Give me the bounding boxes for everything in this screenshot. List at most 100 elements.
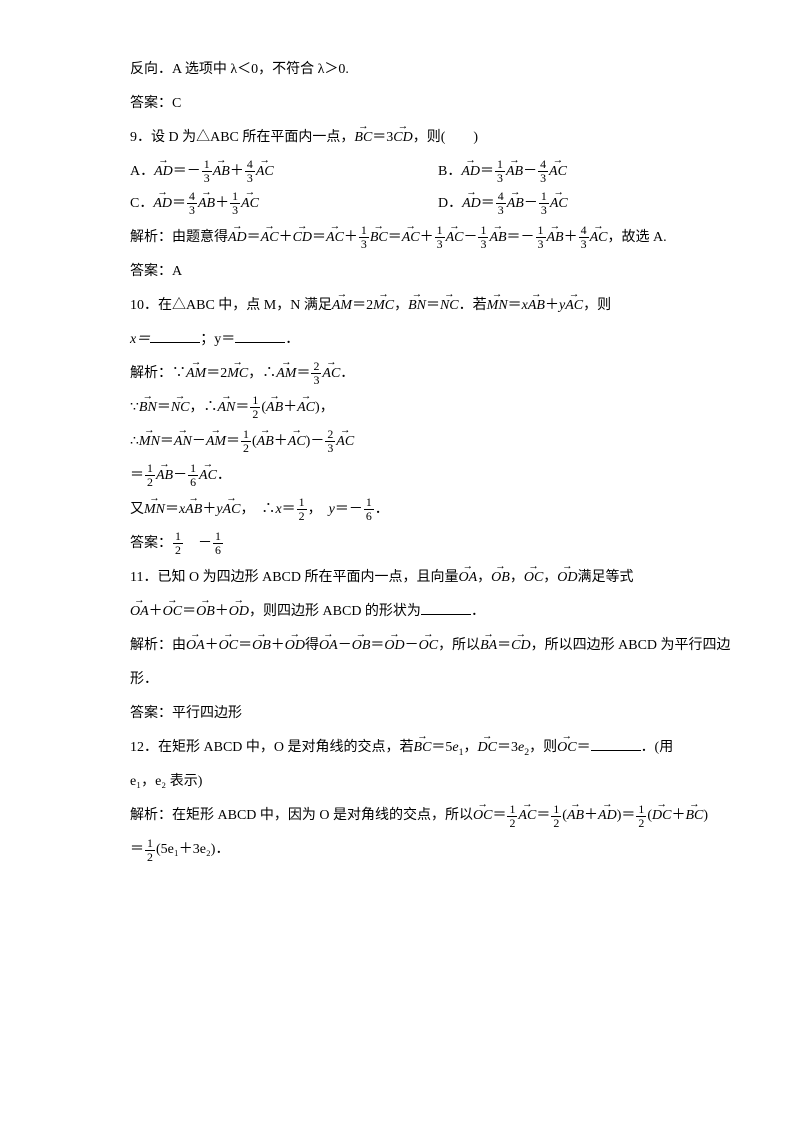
frac-16: 16	[213, 530, 223, 557]
q12-stem: 12．在矩形 ABCD 中，O 是对角线的交点，若BC＝5e1，DC＝3e2，则…	[130, 734, 690, 762]
vec-AC: AC	[336, 428, 354, 456]
vec-AC: AC	[550, 190, 568, 218]
vec-OD: OD	[384, 632, 404, 660]
vec-AN: AN	[218, 394, 236, 422]
plus: ＋	[215, 196, 229, 211]
vec-AB: AB	[156, 462, 173, 490]
answer-line: 答案：C	[130, 90, 690, 118]
vec-OB: OB	[196, 598, 215, 626]
vec-AM: AM	[186, 360, 206, 388]
text: 满足等式	[578, 570, 634, 585]
text: ∵	[130, 400, 139, 415]
eq: ＝	[621, 808, 635, 823]
vec-BC: BC	[370, 224, 388, 252]
vec-AB: AB	[507, 190, 524, 218]
text: ，所以	[438, 638, 480, 653]
eq: ＝	[536, 808, 550, 823]
vec-MN: MN	[487, 292, 508, 320]
text: ，则( )	[413, 130, 478, 145]
q10-answer: 答案：12 －16	[130, 530, 690, 558]
vec-OC: OC	[419, 632, 438, 660]
frac-13: 13	[495, 158, 505, 185]
q12-stem2: e₁，e₂ 表示)	[130, 768, 690, 796]
frac-12: 12	[173, 530, 183, 557]
vec-BN: BN	[139, 394, 157, 422]
eq: ＝	[481, 196, 495, 211]
eq: ＝	[497, 638, 511, 653]
plus: ＋	[271, 638, 285, 653]
neg: －	[187, 164, 201, 179]
vec-OA: OA	[319, 632, 338, 660]
vec-OC: OC	[473, 802, 492, 830]
vec-AC: AC	[241, 190, 259, 218]
text: (5e₁＋3e₂)．	[156, 842, 230, 857]
eq: ＝	[492, 808, 506, 823]
eq: ＝	[226, 434, 240, 449]
vec-NC: NC	[440, 292, 459, 320]
plus: ＋	[202, 502, 216, 517]
minus: －	[310, 434, 324, 449]
comma: ，	[320, 400, 334, 415]
blank	[235, 328, 285, 343]
eq: ＝	[172, 196, 186, 211]
vec-OD: OD	[285, 632, 305, 660]
q9-optC: C．AD＝43AB＋13AC	[130, 190, 438, 218]
frac-23: 23	[311, 360, 321, 387]
q10-stem: 10．在△ABC 中，点 M，N 满足AM＝2MC，BN＝NC．若MN＝xAB＋…	[130, 292, 690, 320]
rp: )	[703, 808, 708, 823]
frac-12: 12	[241, 428, 251, 455]
q9-row2: C．AD＝43AB＋13AC D．AD＝43AB－13AC	[130, 190, 690, 218]
frac-13: 13	[230, 190, 240, 217]
text: 11．已知 O 为四边形 ABCD 所在平面内一点，且向量	[130, 570, 459, 585]
vec-AB: AB	[213, 158, 230, 186]
neg: －	[198, 536, 212, 551]
text: 形．	[130, 672, 158, 687]
comma: ，	[240, 502, 247, 517]
q9-optA: A．AD＝－13AB＋43AC	[130, 158, 438, 186]
eq: ＝	[370, 638, 384, 653]
vec-OB: OB	[352, 632, 371, 660]
frac-16: 16	[364, 496, 374, 523]
eq: ＝	[282, 502, 296, 517]
frac-12: 12	[145, 837, 155, 864]
text: 答案：	[130, 536, 172, 551]
frac-12: 12	[250, 394, 260, 421]
text: ，则四边形 ABCD 的形状为	[249, 604, 421, 619]
q11-sol1: 解析：由OA＋OC＝OB＋OD得OA－OB＝OD－OC，所以BA＝CD，所以四边…	[130, 632, 690, 660]
vec-CD: CD	[293, 224, 312, 252]
plus: ＋	[279, 230, 293, 245]
eq: ＝	[431, 740, 445, 755]
blank	[591, 736, 641, 751]
eq: ＝	[182, 604, 196, 619]
text: 答案：C	[130, 96, 181, 111]
frac-16: 16	[188, 462, 198, 489]
q10-sol3: ∴MN＝AN－AM＝12(AB＋AC)－23AC	[130, 428, 690, 456]
label: C．	[130, 196, 153, 211]
vec-BC: BC	[354, 124, 372, 152]
frac-13: 13	[359, 224, 369, 251]
eq: ＝	[577, 740, 591, 755]
dot: ．	[340, 366, 354, 381]
label: A．	[130, 164, 154, 179]
q10-xy: x＝；y＝．	[130, 326, 690, 354]
comma: ，	[543, 570, 557, 585]
vec-AM: AM	[206, 428, 226, 456]
vec-AB: AB	[489, 224, 506, 252]
frac-43: 43	[496, 190, 506, 217]
text: 解析：由题意得	[130, 230, 228, 245]
frac-43: 43	[538, 158, 548, 185]
vec-AC: AC	[565, 292, 583, 320]
eq: ＝	[235, 400, 249, 415]
eq: ＝	[372, 130, 386, 145]
comma: ，	[308, 502, 315, 517]
dot: ．	[375, 502, 389, 517]
text: ．若	[459, 298, 487, 313]
text: 解析：在矩形 ABCD 中，因为 O 是对角线的交点，所以	[130, 808, 473, 823]
vec-AD: AD	[228, 224, 247, 252]
vec-AB: AB	[185, 496, 202, 524]
vec-AD: AD	[462, 190, 481, 218]
vec-AC: AC	[446, 224, 464, 252]
vec-AM: AM	[276, 360, 296, 388]
vec-OC: OC	[524, 564, 543, 592]
plus: ＋	[344, 230, 358, 245]
